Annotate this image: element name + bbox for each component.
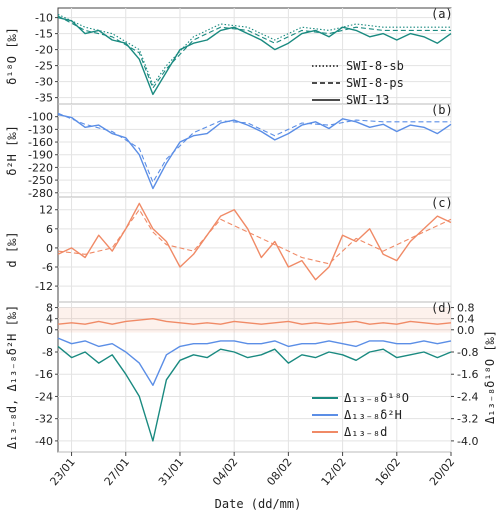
x-tick-label: 08/02 [264,456,294,489]
y-tick-label: 0 [46,242,53,255]
y-axis-label: δ¹⁸O [‰] [5,27,19,85]
series-line-0 [57,345,452,442]
panel-2: 12 6 0 -6 -12 d [‰] (c) [5,196,453,303]
panel-letter: (c) [431,196,453,210]
series-line-1 [57,15,451,89]
panel-letter: (a) [431,7,453,21]
series-line-2 [57,13,451,86]
y-tick-label: -100 [28,111,53,124]
y-tick-label: -190 [28,149,53,162]
y-right-tick-label: 0.4 [457,313,475,326]
y-right-tick-label: 0.0 [457,324,475,337]
panel-letter: (d) [431,301,453,315]
y-tick-label: -280 [28,187,53,200]
panel-letter: (b) [431,103,453,117]
y-right-tick-label: -4.0 [457,435,478,448]
panel-1: -100-130-160-190-220-250-280 δ²H [‰] (b) [5,103,453,200]
x-tick-label: 20/02 [427,456,457,489]
y-tick-label: -6 [42,261,53,274]
legend-label: Δ₁₃₋₈δ²H [344,408,402,422]
y-tick-label: -35 [35,92,53,105]
x-tick-label: 04/02 [210,456,240,489]
y-tick-label: -8 [42,346,53,359]
y-tick-label: -25 [35,60,53,73]
y-right-tick-label: -1.6 [457,368,478,381]
y-tick-label: -250 [28,174,53,187]
y-tick-label: -24 [35,390,53,403]
y-tick-label: -12 [35,280,53,293]
series-line-2 [57,318,452,325]
x-tick-label: 16/02 [373,456,403,489]
legend-label: SWI-8-ps [346,76,404,90]
x-tick-label: 31/01 [156,456,186,489]
y-right-tick-label: -2.4 [457,390,478,403]
series-line-1 [57,112,451,183]
y-tick-label: 8 [46,302,53,315]
y-tick-label: 4 [46,313,53,326]
y-tick-label: -15 [35,28,53,41]
legend-label: SWI-8-sb [346,59,404,73]
x-axis: 23/01 27/01 31/01 04/02 08/02 12/02 16/02 20/02 [48,452,457,489]
y-tick-label: -130 [28,123,53,136]
legend-label: Δ₁₃₋₈d [344,425,387,439]
legend-label: SWI-13 [346,93,389,107]
y-axis-label: Δ₁₃₋₈d, Δ₁₃₋₈δ²H [‰] [5,305,19,450]
uncertainty-band [58,307,451,333]
series-line-0 [57,16,452,96]
y-tick-label: -220 [28,161,53,174]
legend-label: Δ₁₃₋₈δ¹⁸O [344,391,409,405]
y-tick-label: -10 [35,12,53,25]
legend-d: Δ₁₃₋₈δ¹⁸O Δ₁₃₋₈δ²H Δ₁₃₋₈d [312,391,409,439]
x-tick-label: 12/02 [319,456,349,489]
y-tick-label: 0 [46,324,53,337]
y-tick-label: -20 [35,44,53,57]
y-right-tick-label: -0.8 [457,346,478,359]
y-tick-label: -32 [35,413,53,426]
series-line-0 [57,202,452,281]
series-line-1 [57,209,452,265]
x-tick-label: 27/01 [102,456,132,489]
x-axis-label: Date (dd/mm) [215,497,302,511]
y-tick-label: -160 [28,136,53,149]
y-tick-label: -30 [35,76,53,89]
y-axis-label: d [‰] [5,231,19,267]
y-right-tick-label: -3.2 [457,413,478,426]
y-axis-label: δ²H [‰] [5,125,19,176]
x-tick-label: 23/01 [48,456,78,489]
series-line-1 [57,337,452,386]
panel-3: 840 -8 -16 -24 -32 -40 0.80.40.0 -0.8 -1.6 -2.4 -3… [5,301,497,453]
legend-a: SWI-8-sb SWI-8-ps SWI-13 [312,59,404,107]
y-tick-label: -40 [35,435,53,448]
plot-frame [57,7,452,453]
y-tick-label: 6 [46,223,53,236]
panel-0: -10 -15 -20 -25 -30 -35 δ¹⁸O [‰] (a) [5,7,453,105]
y-tick-label: -16 [35,368,53,381]
y-tick-label: 12 [39,204,53,217]
series-line-0 [57,113,452,190]
y-right-axis-label: Δ₁₃₋₈δ¹⁸O [‰] [483,330,497,424]
y-right-tick-label: 0.8 [457,302,475,315]
